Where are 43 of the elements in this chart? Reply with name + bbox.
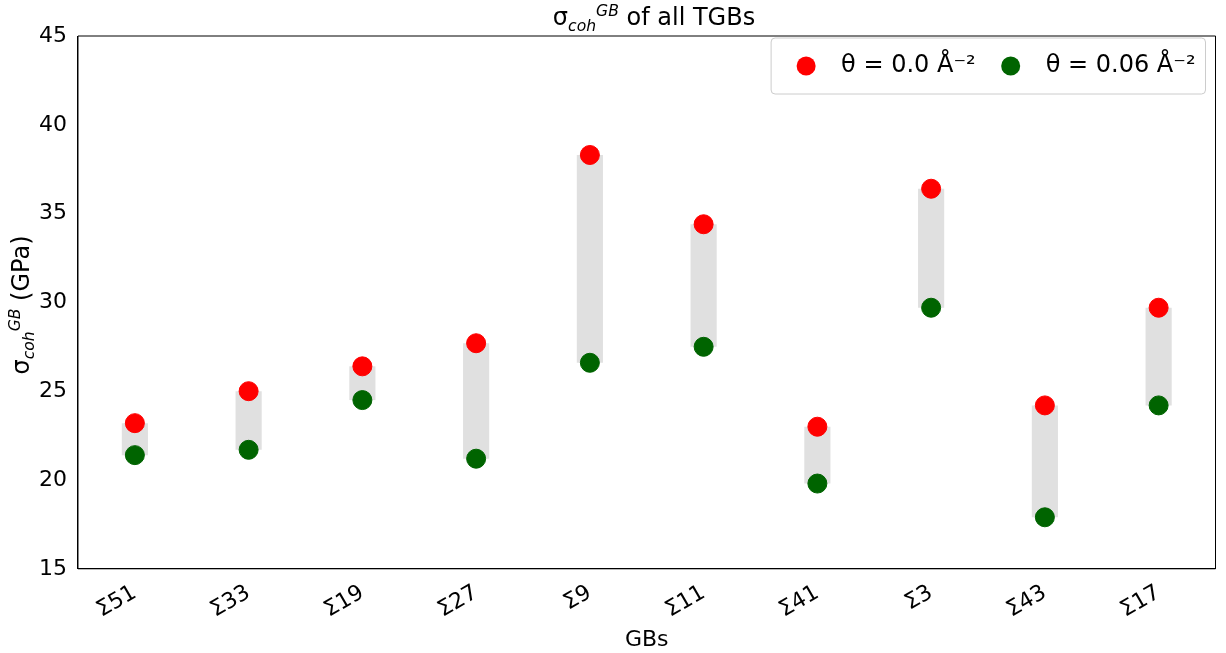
x-tick-label: Σ33: [205, 578, 254, 622]
x-tick-label: Σ19: [318, 578, 368, 622]
point: [579, 352, 600, 373]
point: [1148, 395, 1169, 416]
legend-label: θ = 0.06 Å⁻²: [1045, 49, 1196, 79]
x-tick-label: Σ41: [773, 578, 823, 622]
chart-title: σ$_{coh}$$^{GB}$ of all TGBs: [551, 2, 757, 35]
bar: [576, 154, 603, 363]
point: [1034, 507, 1055, 528]
point: [124, 413, 145, 434]
point: [466, 448, 487, 469]
x-tick-label: Σ43: [1001, 578, 1051, 622]
y-tick-label: 40: [38, 110, 67, 136]
point: [921, 178, 942, 199]
point: [466, 333, 487, 354]
point: [238, 381, 259, 402]
legend-label: θ = 0.0 Å⁻²: [841, 49, 976, 79]
bar: [690, 224, 717, 347]
point: [1034, 395, 1055, 416]
y-tick-label: 30: [38, 288, 67, 314]
point: [807, 473, 828, 494]
x-tick-label: Σ9: [558, 578, 596, 615]
y-tick-label: 45: [38, 21, 67, 47]
x-tick-label: Σ3: [899, 578, 937, 615]
point: [921, 297, 942, 318]
x-tick-label: Σ17: [1115, 578, 1164, 622]
point: [807, 416, 828, 437]
y-tick-label: 20: [38, 465, 67, 491]
point: [579, 144, 600, 165]
x-tick-label: Σ11: [660, 578, 709, 622]
y-tick-label: 35: [38, 199, 67, 225]
y-tick-label: 25: [38, 376, 67, 402]
point: [1148, 297, 1169, 318]
point: [124, 445, 145, 466]
point: [693, 336, 714, 357]
point: [238, 439, 259, 460]
y-tick-label: 15: [38, 554, 67, 580]
x-tick-label: Σ51: [91, 578, 141, 622]
point: [352, 390, 373, 411]
x-tick-label: Σ27: [432, 578, 482, 622]
point: [693, 214, 714, 235]
x-axis-title: GBs: [624, 625, 669, 651]
point: [352, 356, 373, 377]
